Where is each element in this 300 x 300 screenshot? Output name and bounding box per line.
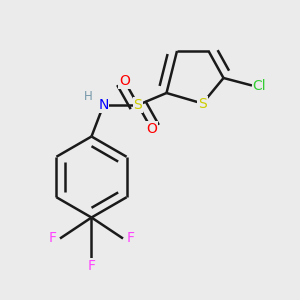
- Text: O: O: [119, 74, 130, 88]
- Text: S: S: [198, 97, 207, 110]
- Text: Cl: Cl: [253, 79, 266, 92]
- Text: F: F: [49, 232, 56, 245]
- Text: N: N: [98, 98, 109, 112]
- Text: H: H: [83, 89, 92, 103]
- Text: F: F: [88, 259, 95, 272]
- Text: F: F: [127, 232, 134, 245]
- Text: O: O: [146, 122, 157, 136]
- Text: S: S: [134, 98, 142, 112]
